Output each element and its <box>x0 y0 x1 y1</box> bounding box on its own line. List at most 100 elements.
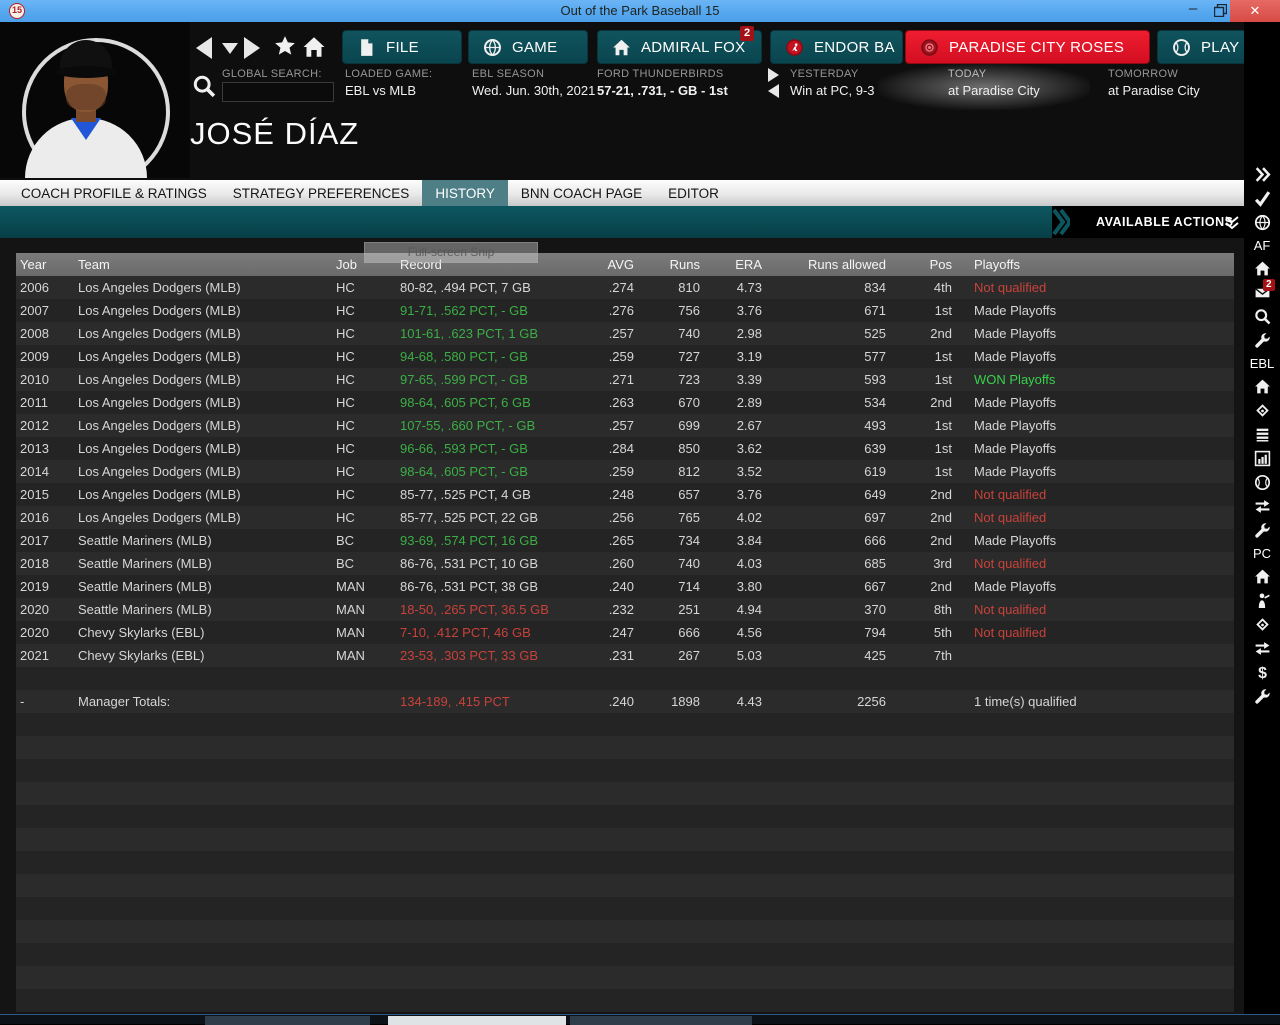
column-header-era[interactable]: ERA <box>735 257 762 272</box>
sidebar-wrench-icon[interactable] <box>1244 522 1280 544</box>
next-day-arrow-icon[interactable] <box>768 68 779 82</box>
column-header-runs_allowed[interactable]: Runs allowed <box>807 257 886 272</box>
sidebar-news-icon[interactable]: 2 <box>1244 279 1280 306</box>
table-row[interactable]: 2006 Los Angeles Dodgers (MLB) HC 80-82, .4… <box>16 276 1234 299</box>
cell-era: 3.76 <box>736 303 762 318</box>
sidebar-finance-icon[interactable]: $ <box>1244 664 1280 686</box>
global-search-input[interactable] <box>222 82 334 102</box>
history-dropdown-icon[interactable] <box>222 43 238 54</box>
table-row[interactable]: 2009 Los Angeles Dodgers (MLB) HC 94-68, .5… <box>16 345 1234 368</box>
tab-coach-profile-ratings[interactable]: COACH PROFILE & RATINGS <box>21 185 207 201</box>
table-row[interactable]: 2012 Los Angeles Dodgers (MLB) HC 107-55, .… <box>16 414 1234 437</box>
close-button[interactable]: ✕ <box>1230 0 1280 22</box>
column-header-avg[interactable]: AVG <box>607 257 635 272</box>
prev-day-arrow-icon[interactable] <box>768 84 779 98</box>
cell-job: BC <box>336 556 355 571</box>
cell-pos: 3rd <box>933 556 952 571</box>
column-header-team[interactable]: Team <box>78 257 110 272</box>
back-arrow-icon[interactable] <box>196 37 212 59</box>
table-row[interactable]: 2011 Los Angeles Dodgers (MLB) HC 98-64, .6… <box>16 391 1234 414</box>
column-header-playoffs[interactable]: Playoffs <box>974 257 1021 272</box>
rose-logo-icon <box>920 38 939 57</box>
taskbar-item[interactable] <box>388 1016 566 1025</box>
sidebar-chevrons-right-icon[interactable] <box>1244 166 1280 188</box>
column-header-pos[interactable]: Pos <box>929 257 952 272</box>
forward-arrow-icon[interactable] <box>244 37 260 59</box>
column-header-record[interactable]: Record <box>400 257 442 272</box>
tab-strategy-preferences[interactable]: STRATEGY PREFERENCES <box>232 185 410 201</box>
tab-bnn-coach-page[interactable]: BNN COACH PAGE <box>520 185 643 201</box>
cell-avg: .240 <box>608 579 634 594</box>
sidebar-home-icon[interactable] <box>1244 260 1280 282</box>
table-totals-row[interactable]: - Manager Totals: 134-189, .415 PCT .240 189… <box>16 690 1234 713</box>
cell-runs: 756 <box>678 303 700 318</box>
sidebar-search-icon[interactable] <box>1244 308 1280 330</box>
table-empty-row <box>16 851 1234 874</box>
bookmark-star-icon[interactable] <box>274 35 296 57</box>
table-empty-row <box>16 943 1234 966</box>
topnav-button-game[interactable]: GAME <box>468 30 588 64</box>
table-row[interactable]: 2020 Seattle Mariners (MLB) MAN 18-50, .265… <box>16 598 1234 621</box>
table-row[interactable]: 2021 Chevy Skylarks (EBL) MAN 23-53, .303 P… <box>16 644 1234 667</box>
page-title: JOSÉ DÍAZ <box>190 116 360 151</box>
transactions-icon <box>1254 498 1271 515</box>
column-header-runs[interactable]: Runs <box>669 257 700 272</box>
topnav-button-endor-ba[interactable]: ENDOR BA <box>770 30 903 64</box>
loaded-game-label: LOADED GAME: <box>345 68 433 80</box>
table-row[interactable]: 2015 Los Angeles Dodgers (MLB) HC 85-77, .5… <box>16 483 1234 506</box>
table-header-row: Year Team Job Record AVG Runs ERA Runs allowed P… <box>16 253 1234 276</box>
table-row[interactable]: 2020 Chevy Skylarks (EBL) MAN 7-10, .412 PC… <box>16 621 1234 644</box>
table-row[interactable]: 2010 Los Angeles Dodgers (MLB) HC 97-65, .5… <box>16 368 1234 391</box>
sidebar-chart-icon[interactable] <box>1244 450 1280 472</box>
global-search-label: GLOBAL SEARCH: <box>222 68 322 80</box>
tab-history[interactable]: HISTORY <box>422 180 508 206</box>
column-header-job[interactable]: Job <box>336 257 357 272</box>
cell-playoffs: Made Playoffs <box>974 303 1057 318</box>
tab-editor[interactable]: EDITOR <box>668 185 719 201</box>
sidebar-wrench-icon[interactable] <box>1244 688 1280 710</box>
sidebar-player-icon[interactable] <box>1244 592 1280 614</box>
table-row[interactable]: 2013 Los Angeles Dodgers (MLB) HC 96-66, .5… <box>16 437 1234 460</box>
cell-team: Los Angeles Dodgers (MLB) <box>78 510 241 525</box>
sidebar-transactions-icon[interactable] <box>1244 498 1280 520</box>
minimize-button[interactable]: – <box>1188 0 1198 17</box>
sidebar-globe-icon[interactable] <box>1244 214 1280 236</box>
taskbar-item[interactable] <box>205 1016 370 1025</box>
sidebar-wrench-icon[interactable] <box>1244 332 1280 354</box>
sidebar-home-icon[interactable] <box>1244 378 1280 400</box>
column-header-year[interactable]: Year <box>20 257 47 272</box>
cell-team: Chevy Skylarks (EBL) <box>78 648 205 663</box>
topnav-button-paradise-city-roses[interactable]: PARADISE CITY ROSES <box>905 30 1150 64</box>
table-row[interactable]: 2018 Seattle Mariners (MLB) BC 86-76, .531 … <box>16 552 1234 575</box>
home-nav-icon[interactable] <box>302 35 326 59</box>
table-row[interactable]: 2016 Los Angeles Dodgers (MLB) HC 85-77, .5… <box>16 506 1234 529</box>
cell-job: HC <box>336 372 355 387</box>
topnav-button-file[interactable]: FILE <box>342 30 462 64</box>
topnav-button-admiral-fox[interactable]: ADMIRAL FOX <box>597 30 762 64</box>
available-actions-button[interactable]: AVAILABLE ACTIONS <box>1096 215 1234 229</box>
sidebar-check-icon[interactable] <box>1244 190 1280 212</box>
sidebar-field-diamond-icon[interactable] <box>1244 402 1280 424</box>
restore-button[interactable] <box>1205 0 1235 26</box>
table-row[interactable]: 2019 Seattle Mariners (MLB) MAN 86-76, .531… <box>16 575 1234 598</box>
cell-pos: 8th <box>933 602 952 617</box>
table-row[interactable]: 2014 Los Angeles Dodgers (MLB) HC 98-64, .6… <box>16 460 1234 483</box>
table-row[interactable]: 2008 Los Angeles Dodgers (MLB) HC 101-61, .… <box>16 322 1234 345</box>
table-row[interactable]: 2017 Seattle Mariners (MLB) BC 93-69, .574 … <box>16 529 1234 552</box>
sidebar-transactions-icon[interactable] <box>1244 640 1280 662</box>
transactions-icon <box>1254 640 1271 657</box>
baseball-ring-decoration <box>22 38 170 178</box>
sidebar-section-label-ebl: EBL <box>1249 356 1275 371</box>
cell-record: 98-64, .605 PCT, 6 GB <box>400 395 531 410</box>
taskbar-item[interactable] <box>570 1016 752 1025</box>
table-empty-row <box>16 805 1234 828</box>
cell-era: 4.43 <box>736 694 762 709</box>
table-row[interactable]: 2007 Los Angeles Dodgers (MLB) HC 91-71, .5… <box>16 299 1234 322</box>
chevron-double-down-icon[interactable] <box>1224 214 1240 230</box>
cell-year: 2020 <box>20 602 49 617</box>
cell-runs_allowed: 834 <box>864 280 886 295</box>
sidebar-list-icon[interactable] <box>1244 426 1280 448</box>
sidebar-field-diamond-icon[interactable] <box>1244 616 1280 638</box>
sidebar-home-icon[interactable] <box>1244 568 1280 590</box>
sidebar-baseball-icon[interactable] <box>1244 474 1280 496</box>
